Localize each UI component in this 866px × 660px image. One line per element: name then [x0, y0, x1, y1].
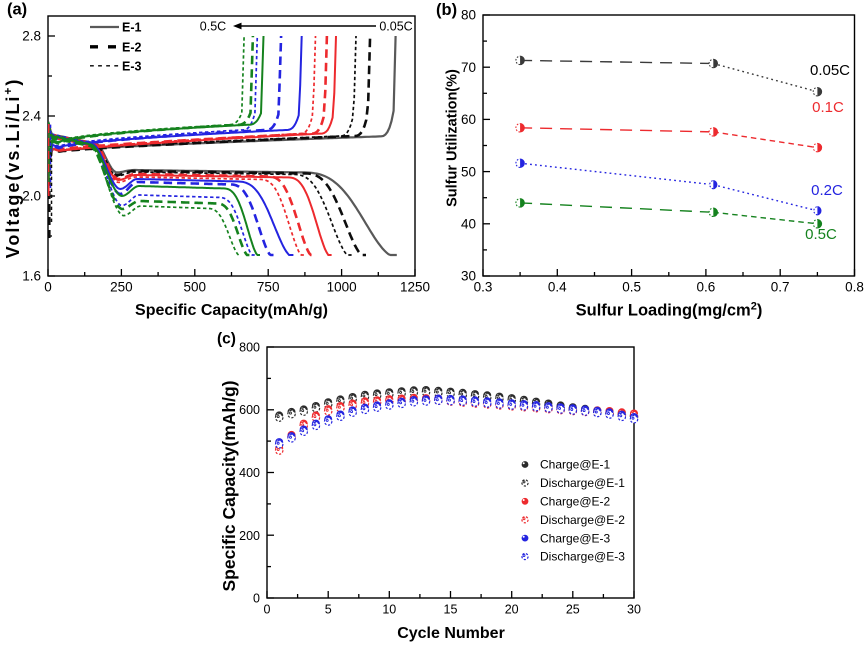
- svg-text:1250: 1250: [400, 280, 430, 295]
- svg-text:30: 30: [461, 269, 476, 284]
- svg-text:Charge@E-3: Charge@E-3: [540, 531, 611, 545]
- svg-text:0: 0: [253, 592, 260, 606]
- svg-text:0.4: 0.4: [548, 280, 567, 295]
- svg-text:10: 10: [382, 603, 396, 617]
- svg-text:0.2C: 0.2C: [811, 182, 843, 199]
- svg-text:1.6: 1.6: [22, 269, 41, 284]
- svg-text:Specific Capacity(mAh/g): Specific Capacity(mAh/g): [135, 302, 328, 319]
- svg-text:750: 750: [257, 280, 280, 295]
- svg-text:Cycle Number: Cycle Number: [397, 625, 505, 642]
- svg-text:Sulfur Utilization(%): Sulfur Utilization(%): [445, 69, 461, 207]
- svg-text:80: 80: [461, 8, 476, 23]
- svg-text:0: 0: [44, 280, 52, 295]
- svg-text:2.0: 2.0: [22, 189, 41, 204]
- svg-text:25: 25: [566, 603, 580, 617]
- svg-text:0.3: 0.3: [474, 280, 493, 295]
- svg-text:60: 60: [461, 112, 476, 127]
- svg-text:400: 400: [239, 466, 260, 480]
- svg-text:2.8: 2.8: [22, 29, 41, 44]
- svg-text:E-1: E-1: [122, 21, 142, 35]
- svg-text:0.5C: 0.5C: [805, 226, 837, 243]
- svg-text:40: 40: [461, 217, 476, 232]
- svg-text:600: 600: [239, 403, 260, 417]
- svg-text:E-2: E-2: [122, 40, 142, 54]
- svg-text:(c): (c): [217, 331, 236, 348]
- svg-text:1000: 1000: [327, 280, 357, 295]
- svg-text:(b): (b): [436, 1, 457, 19]
- svg-text:500: 500: [184, 280, 207, 295]
- svg-text:800: 800: [239, 341, 260, 355]
- svg-text:0.05C: 0.05C: [379, 20, 412, 34]
- svg-text:50: 50: [461, 164, 476, 179]
- svg-text:Voltage(vs.Li/Li+): Voltage(vs.Li/Li+): [1, 78, 23, 259]
- svg-text:70: 70: [461, 60, 476, 75]
- svg-text:0.6: 0.6: [697, 280, 716, 295]
- svg-text:Discharge@E-1: Discharge@E-1: [540, 476, 625, 490]
- svg-text:Charge@E-2: Charge@E-2: [540, 495, 611, 509]
- svg-text:Specific Capacity(mAh/g): Specific Capacity(mAh/g): [219, 380, 239, 591]
- svg-text:0.5C: 0.5C: [200, 20, 226, 34]
- svg-text:0.5: 0.5: [622, 280, 641, 295]
- svg-text:Discharge@E-2: Discharge@E-2: [540, 513, 625, 527]
- svg-text:Discharge@E-3: Discharge@E-3: [540, 550, 625, 564]
- svg-text:Charge@E-1: Charge@E-1: [540, 458, 611, 472]
- svg-text:15: 15: [444, 603, 458, 617]
- svg-text:250: 250: [110, 280, 133, 295]
- svg-text:E-3: E-3: [122, 59, 142, 73]
- svg-text:0.7: 0.7: [771, 280, 790, 295]
- svg-text:Sulfur Loading(mg/cm2): Sulfur Loading(mg/cm2): [576, 301, 763, 320]
- svg-text:30: 30: [627, 603, 641, 617]
- svg-text:20: 20: [505, 603, 519, 617]
- svg-text:0.8: 0.8: [845, 280, 864, 295]
- svg-text:200: 200: [239, 529, 260, 543]
- svg-text:2.4: 2.4: [22, 109, 41, 124]
- svg-text:(a): (a): [7, 1, 27, 19]
- svg-text:5: 5: [325, 603, 332, 617]
- svg-text:0.1C: 0.1C: [812, 99, 844, 116]
- svg-text:0: 0: [264, 603, 271, 617]
- svg-text:0.05C: 0.05C: [810, 62, 850, 79]
